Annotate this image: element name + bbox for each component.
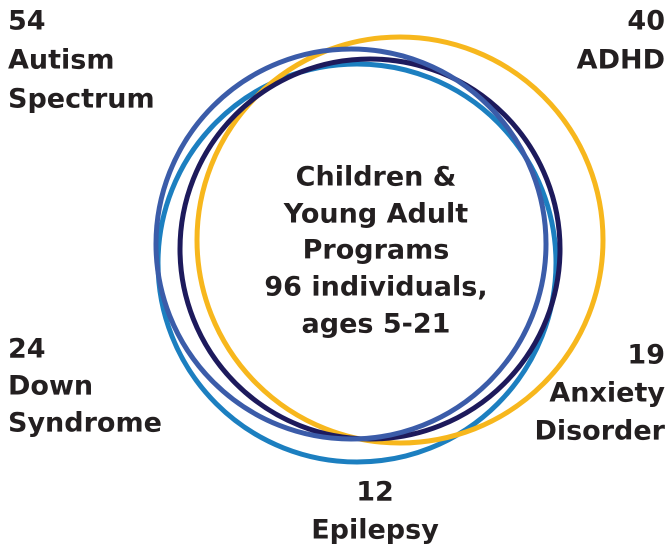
ring — [194, 34, 606, 446]
count: 40 — [627, 6, 665, 37]
center-text: ages 5-21 — [302, 309, 451, 340]
label: Spectrum — [8, 84, 155, 115]
label: Syndrome — [8, 408, 162, 439]
center-text: Young Adult — [283, 199, 468, 230]
count: 54 — [8, 6, 46, 37]
label: Down — [8, 371, 93, 402]
center-text: Programs — [303, 235, 450, 266]
center-text: 96 individuals, — [264, 272, 487, 303]
ring — [153, 46, 549, 442]
count: 24 — [8, 334, 46, 365]
center-text: Children & — [296, 162, 457, 193]
rings — [153, 34, 606, 465]
label: Epilepsy — [311, 515, 439, 546]
count: 19 — [627, 340, 665, 371]
label: Anxiety — [549, 378, 665, 409]
label: Disorder — [534, 416, 665, 447]
label: Autism — [8, 45, 114, 76]
count: 12 — [356, 477, 394, 508]
label: ADHD — [577, 45, 665, 76]
